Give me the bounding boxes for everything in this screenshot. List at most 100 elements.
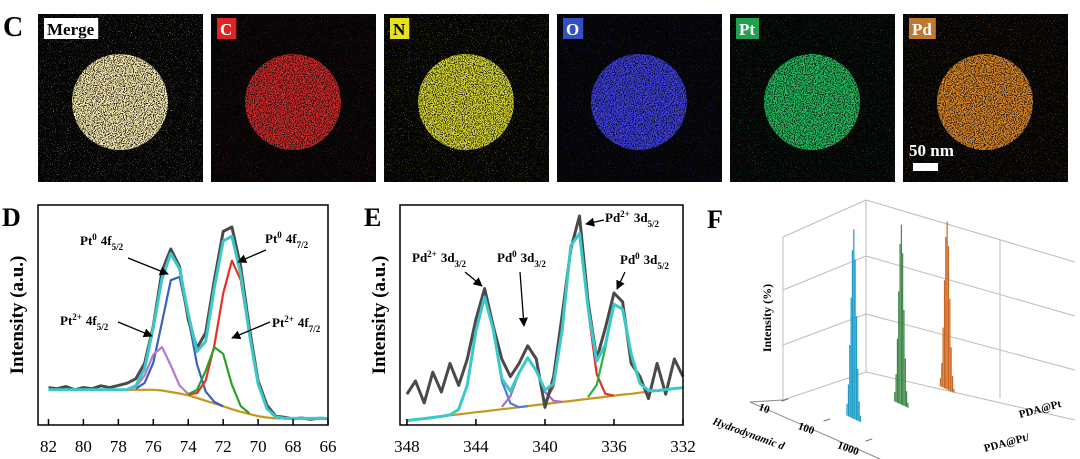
histogram-bar [903, 309, 905, 406]
histogram-bar [907, 402, 909, 408]
annotation-arrow [117, 321, 153, 338]
spectrum-curve [187, 346, 251, 415]
x-tick-label: 70 [250, 437, 267, 456]
annotation-element: Pd [620, 252, 636, 267]
annotation-superscript: 2+ [427, 249, 437, 259]
histogram-bar [898, 291, 900, 404]
annotation-level: 4f [101, 233, 113, 248]
peak-annotation: Pd0 3d5/2 [620, 251, 669, 271]
tile-label-box [217, 18, 237, 39]
histogram-bar [949, 298, 951, 391]
tile-label: Pd [912, 20, 932, 39]
histogram-bar [942, 327, 944, 388]
tile-label-box [563, 18, 584, 39]
annotation-arrow [231, 321, 271, 340]
plot-frame [399, 204, 684, 426]
peak-annotation: Pt2+ 4f5/2 [60, 312, 109, 332]
annotation-subscript: 5/2 [97, 322, 109, 332]
annotation-superscript: 0 [635, 251, 640, 261]
histogram-bar [850, 297, 852, 418]
map-particle [937, 54, 1033, 150]
histogram-bar [939, 378, 942, 387]
x-tick-label: 78 [110, 437, 127, 456]
annotation-element: Pt [272, 315, 285, 330]
wireframe-edge [782, 199, 867, 238]
tile-label-box [909, 18, 936, 39]
wireframe-edge [865, 199, 1076, 263]
histogram-bar [859, 415, 862, 423]
annotation-subscript: 3/2 [534, 259, 546, 269]
spectrum-curve [405, 214, 685, 409]
histogram-bar [854, 259, 856, 420]
histogram-bar [847, 384, 850, 417]
map-particle [591, 54, 687, 150]
annotation-subscript: 7/2 [297, 240, 309, 250]
tile-label-box [44, 18, 99, 39]
peak-annotation: Pt2+ 4f7/2 [272, 314, 321, 334]
annotation-subscript: 5/2 [112, 242, 124, 252]
series-label: PDA@Pt/ [983, 431, 1032, 455]
annotation-arrow [518, 271, 528, 327]
plot-frame [37, 204, 329, 426]
x-tick [865, 438, 873, 442]
annotation-superscript: 2+ [284, 314, 294, 324]
annotation-arrow [127, 257, 169, 276]
peak-annotation: Pd0 3d3/2 [497, 249, 546, 269]
panel-label: E [364, 203, 381, 232]
annotation-level: 3d [521, 250, 536, 265]
annotation-level: 3d [634, 210, 649, 225]
histogram-bar [851, 250, 854, 419]
scale-bar [913, 163, 938, 171]
annotation-subscript: 7/2 [309, 324, 321, 334]
histogram-bar [941, 362, 943, 387]
histogram-bar [943, 280, 946, 389]
histogram-bar [906, 391, 908, 408]
annotation-superscript: 0 [512, 249, 517, 259]
annotation-level: 4f [298, 315, 310, 330]
x-tick-label: 68 [285, 437, 302, 456]
histogram-bar [946, 221, 948, 390]
annotation-subscript: 5/2 [648, 219, 660, 229]
annotation-superscript: 2+ [72, 312, 82, 322]
x-tick-label: 74 [180, 437, 198, 456]
annotation-arrow [585, 217, 605, 227]
histogram-bar [900, 224, 902, 405]
x-tick-label: 1000 [836, 439, 861, 458]
histogram-bar [904, 358, 906, 407]
x-tick-label: 100 [796, 420, 816, 437]
tile-label: N [393, 20, 406, 39]
tile-label-box [736, 18, 760, 39]
annotation-element: Pt [60, 313, 73, 328]
scale-bar-label: 50 nm [909, 141, 954, 160]
annotation-level: 4f [86, 313, 98, 328]
x-axis-label: Hydrodynamic d [710, 415, 786, 453]
histogram-bar [899, 244, 901, 405]
x-tick-label: 348 [394, 437, 420, 456]
peak-annotation: Pt0 4f5/2 [80, 232, 124, 252]
histogram-bar [947, 246, 950, 391]
annotation-level: 3d [441, 250, 456, 265]
floor-side-edge [749, 399, 784, 403]
panel-label: F [707, 205, 723, 234]
annotation-superscript: 0 [92, 232, 97, 242]
histogram-bar [951, 376, 954, 393]
map-particle [245, 54, 341, 150]
annotation-subscript: 5/2 [657, 261, 669, 271]
x-tick-label: 76 [145, 437, 162, 456]
annotation-element: Pt [80, 233, 93, 248]
panel-label: D [2, 203, 21, 232]
tile-label: Pt [739, 20, 755, 39]
peak-annotation: Pd2+ 3d5/2 [605, 209, 660, 229]
histogram-bar [855, 316, 858, 421]
x-tick-label: 340 [532, 437, 558, 456]
x-tick-label: 66 [320, 437, 337, 456]
spectrum-curve [135, 275, 224, 408]
annotation-arrow [464, 271, 483, 287]
map-particle [72, 54, 168, 150]
map-particle [418, 54, 514, 150]
panel-label: C [3, 12, 23, 43]
tile-label: Merge [47, 20, 95, 39]
peak-annotation: Pd2+ 3d3/2 [412, 249, 467, 269]
